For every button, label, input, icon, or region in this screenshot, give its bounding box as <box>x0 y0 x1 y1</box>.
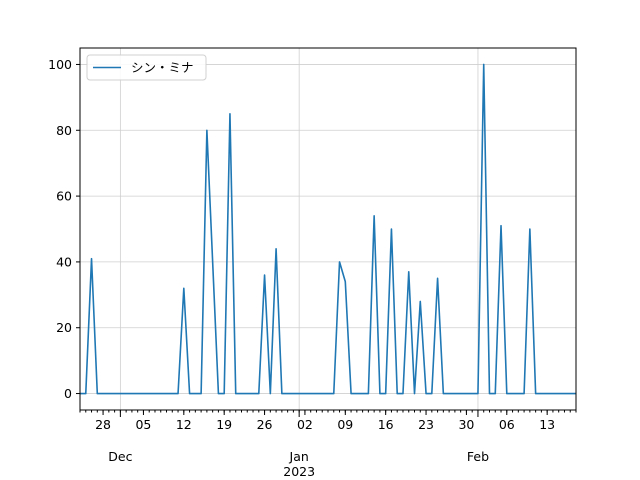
x-axis: 28 05 12 19 26 02 09 16 23 30 06 13 Dec Jan Feb 2023 <box>79 410 577 479</box>
series-line <box>80 63 576 395</box>
y-tick-label: 80 <box>56 123 72 138</box>
x-tick-label: 05 <box>135 417 151 432</box>
legend-box <box>86 54 207 81</box>
x-tick-label: 26 <box>257 417 273 432</box>
y-tick-label: 40 <box>56 254 72 269</box>
x-tick-label: 13 <box>539 417 555 432</box>
x-month-label: Dec <box>108 449 132 464</box>
x-tick-label: 12 <box>176 417 192 432</box>
y-tick-label: 20 <box>56 320 72 335</box>
y-axis: 0 20 40 60 80 100 <box>48 57 80 401</box>
x-tick-label: 06 <box>499 417 515 432</box>
y-tick-label: 0 <box>64 386 72 401</box>
x-tick-label: 30 <box>458 417 474 432</box>
x-tick-label: 28 <box>95 417 111 432</box>
x-tick-label: 23 <box>418 417 434 432</box>
x-tick-label: 16 <box>378 417 394 432</box>
x-tick-label: 02 <box>297 417 313 432</box>
x-year-label: 2023 <box>283 464 315 479</box>
x-tick-label: 19 <box>216 417 232 432</box>
series-layer <box>80 63 576 395</box>
legend: シン・ミナ <box>86 54 207 81</box>
y-tick-label: 60 <box>56 189 72 204</box>
x-month-label: Jan <box>289 449 309 464</box>
x-tick-label: 09 <box>337 417 353 432</box>
legend-label: シン・ミナ <box>131 60 194 75</box>
y-tick-label: 100 <box>48 57 72 72</box>
x-month-label: Feb <box>467 449 489 464</box>
